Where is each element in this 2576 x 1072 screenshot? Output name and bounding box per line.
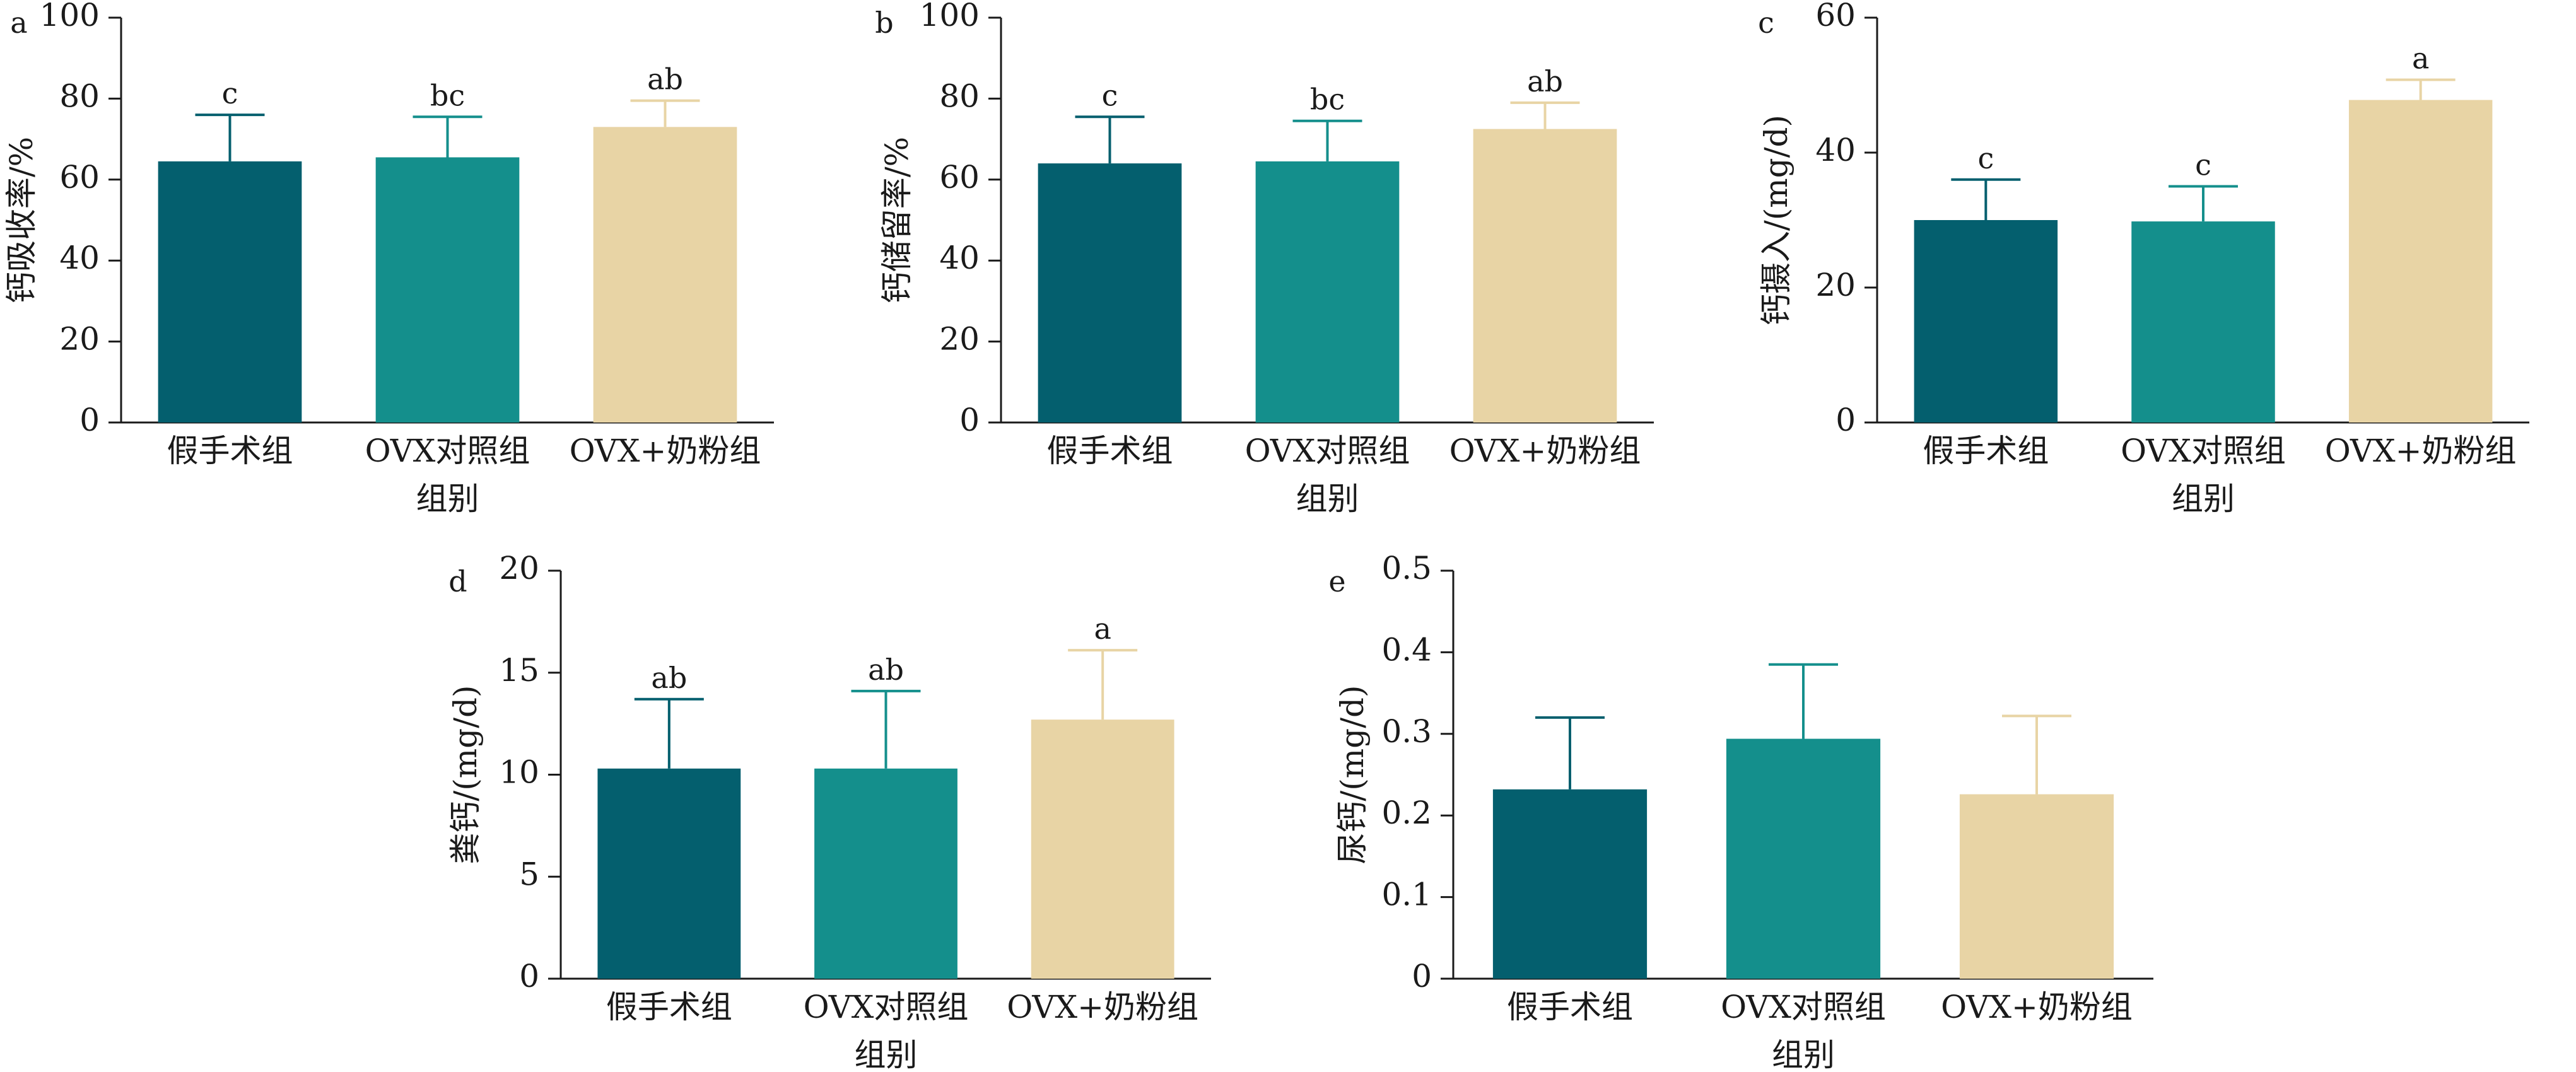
panel-letter: a — [10, 6, 27, 40]
y-tick-label: 0.5 — [1381, 550, 1432, 586]
y-tick-label: 0 — [1412, 958, 1432, 994]
y-tick-label: 20 — [59, 321, 100, 358]
bar — [1038, 163, 1182, 422]
y-tick-label: 5 — [519, 856, 539, 892]
y-tick-label: 20 — [1815, 267, 1856, 303]
y-tick-label: 100 — [920, 0, 980, 33]
y-tick-label: 80 — [939, 78, 980, 114]
x-axis-title: 组别 — [416, 481, 479, 517]
x-tick-label: OVX+奶粉组 — [1941, 989, 2133, 1025]
x-tick-label: OVX+奶粉组 — [570, 433, 761, 469]
bar — [1959, 794, 2114, 979]
panel-letter: b — [875, 6, 893, 40]
y-axis-title: 尿钙/(mg/d) — [1334, 685, 1371, 864]
x-tick-label: OVX对照组 — [1721, 989, 1886, 1025]
bar — [593, 127, 737, 422]
y-tick-label: 0 — [1835, 402, 1856, 438]
significance-label: ab — [868, 653, 904, 687]
y-tick-label: 60 — [59, 159, 100, 195]
x-axis-title: 组别 — [855, 1037, 918, 1072]
x-tick-label: 假手术组 — [606, 989, 732, 1025]
significance-label: ab — [1527, 64, 1563, 98]
significance-label: bc — [430, 78, 465, 112]
y-tick-label: 40 — [1815, 132, 1856, 168]
y-tick-label: 60 — [939, 159, 980, 195]
x-tick-label: 假手术组 — [167, 433, 293, 469]
x-tick-label: 假手术组 — [1507, 989, 1633, 1025]
significance-label: c — [1977, 141, 1994, 175]
y-tick-label: 15 — [499, 652, 539, 689]
y-axis-title: 钙吸收率/% — [3, 137, 40, 303]
y-tick-label: 0.4 — [1381, 631, 1432, 668]
x-tick-label: OVX+奶粉组 — [1449, 433, 1641, 469]
y-tick-label: 40 — [939, 240, 980, 276]
significance-label: a — [1094, 612, 1111, 646]
bar — [1255, 161, 1400, 422]
bar — [158, 161, 302, 422]
x-axis-title: 组别 — [1296, 481, 1359, 517]
y-axis-title: 粪钙/(mg/d) — [447, 685, 484, 864]
bar — [1914, 220, 2058, 422]
bar — [2348, 100, 2493, 423]
x-tick-label: OVX对照组 — [365, 433, 530, 469]
y-tick-label: 0 — [959, 402, 980, 438]
y-axis-title: 钙摄入/(mg/d) — [1758, 115, 1794, 325]
significance-label: ab — [647, 62, 683, 96]
y-tick-label: 80 — [59, 78, 100, 114]
bar — [1473, 129, 1617, 423]
bar — [2131, 221, 2275, 422]
x-tick-label: OVX对照组 — [1245, 433, 1410, 469]
x-axis-title: 组别 — [1772, 1037, 1835, 1072]
panel-letter: c — [1758, 6, 1774, 40]
significance-label: ab — [651, 661, 687, 695]
y-tick-label: 0 — [519, 958, 539, 994]
y-tick-label: 100 — [40, 0, 100, 33]
x-tick-label: OVX对照组 — [2121, 433, 2286, 469]
x-tick-label: OVX+奶粉组 — [1007, 989, 1198, 1025]
bar — [1031, 720, 1174, 979]
bar — [1492, 789, 1648, 979]
bar — [597, 768, 741, 979]
y-tick-label: 20 — [499, 550, 539, 586]
significance-label: a — [2412, 41, 2429, 75]
panel-letter: e — [1328, 564, 1345, 598]
x-tick-label: 假手术组 — [1923, 433, 2049, 469]
bar — [1726, 738, 1881, 979]
y-tick-label: 0 — [79, 402, 100, 438]
significance-label: c — [2195, 148, 2211, 182]
y-tick-label: 20 — [939, 321, 980, 358]
y-tick-label: 10 — [499, 754, 539, 791]
x-tick-label: OVX对照组 — [804, 989, 969, 1025]
bar — [814, 768, 957, 979]
x-axis-title: 组别 — [2172, 481, 2235, 517]
bar — [375, 157, 520, 423]
y-tick-label: 0.1 — [1381, 877, 1432, 913]
x-tick-label: 假手术组 — [1047, 433, 1173, 469]
y-axis-title: 钙储留率/% — [879, 137, 915, 303]
x-tick-label: OVX+奶粉组 — [2325, 433, 2517, 469]
panel-letter: d — [448, 564, 467, 598]
significance-label: bc — [1310, 83, 1345, 117]
y-tick-label: 0.3 — [1381, 713, 1432, 750]
y-tick-label: 60 — [1815, 0, 1856, 33]
significance-label: c — [222, 76, 238, 110]
y-tick-label: 0.2 — [1381, 795, 1432, 831]
significance-label: c — [1102, 78, 1118, 112]
y-tick-label: 40 — [59, 240, 100, 276]
